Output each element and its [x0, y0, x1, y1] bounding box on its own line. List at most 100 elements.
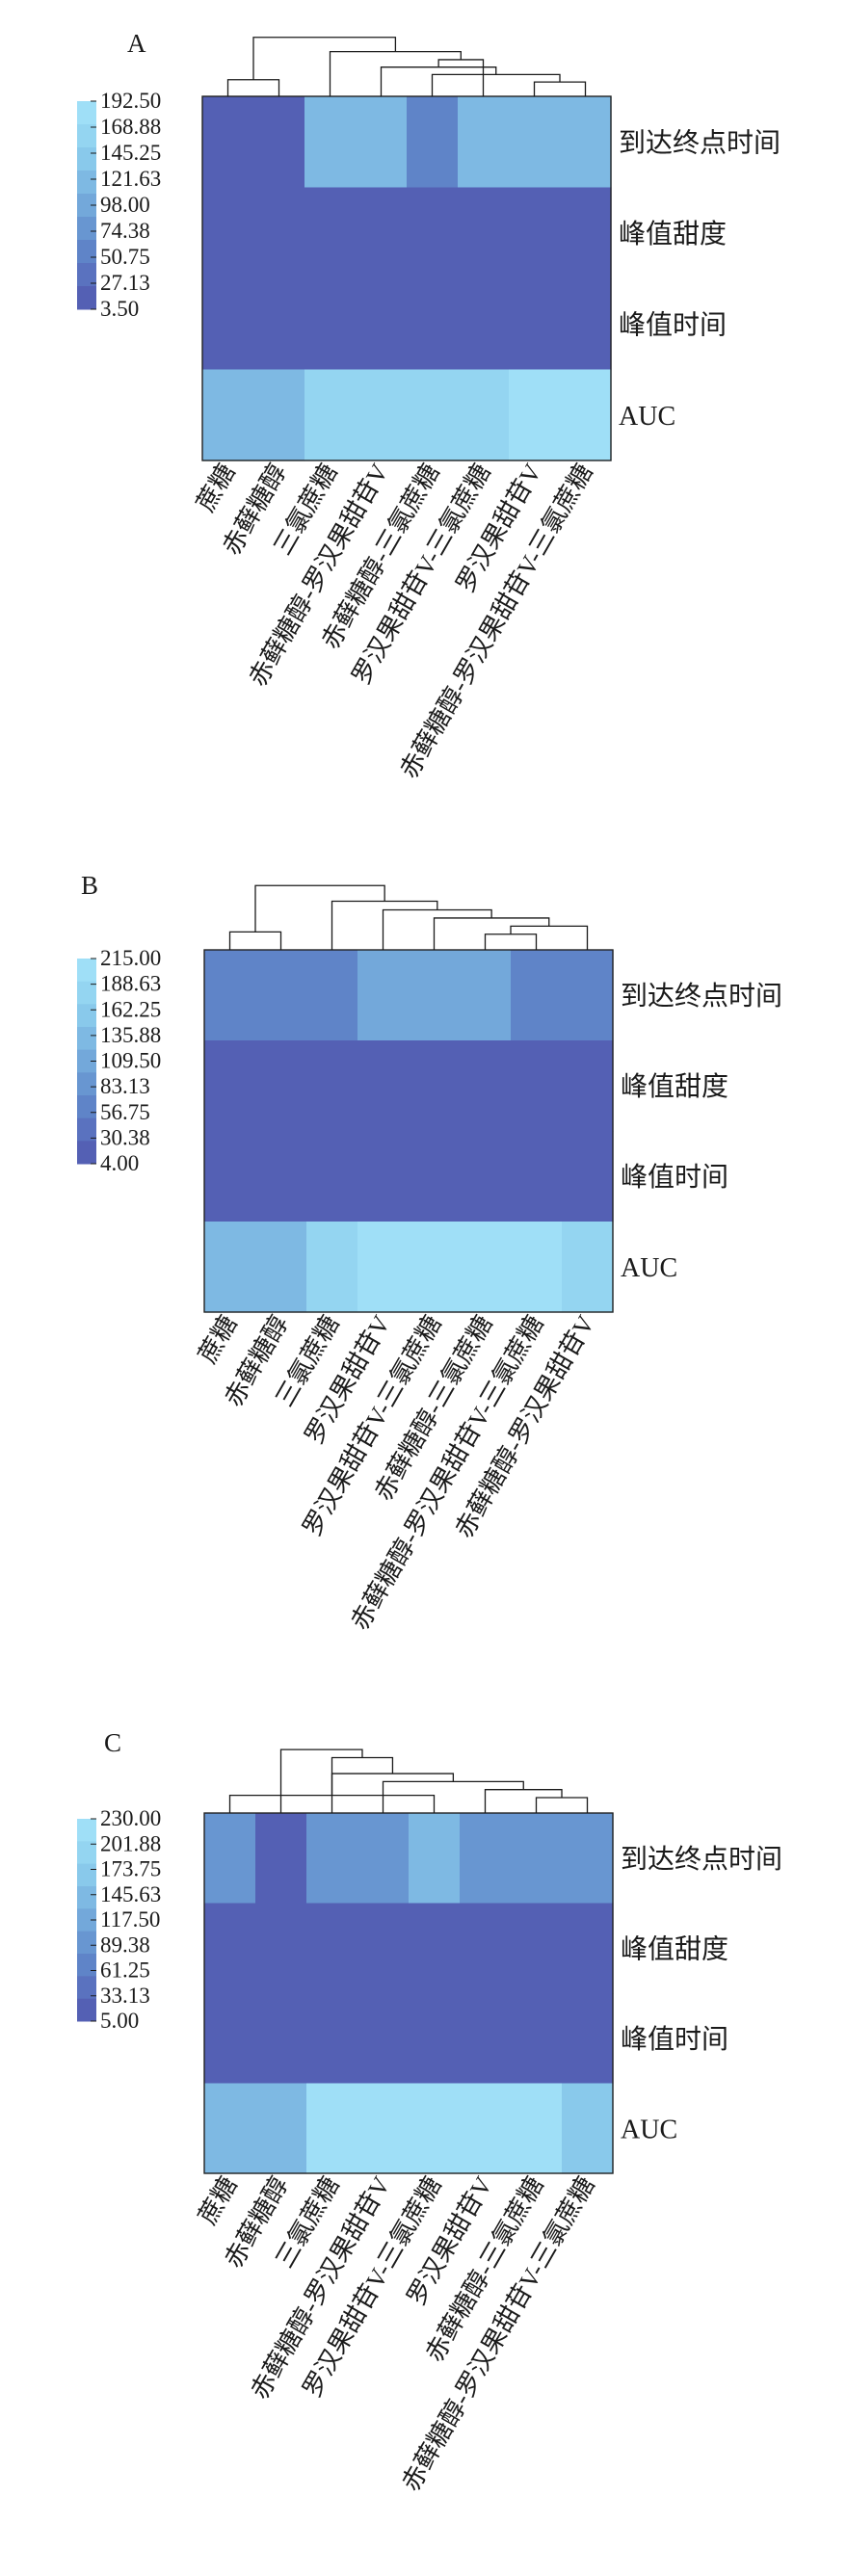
legend-tick-label: 30.38: [100, 1125, 150, 1149]
heatmap-panel-B: B 215.00188.63162.25135.88109.5083.1356.7…: [77, 871, 782, 1635]
heatmap-cell: [511, 1903, 563, 1994]
legend-tick-label: 61.25: [100, 1958, 150, 1983]
heatmap-cell: [356, 187, 408, 279]
heatmap-cell: [304, 96, 357, 189]
heatmap-cell: [460, 2083, 512, 2174]
heatmap-cell: [357, 1222, 410, 1313]
heatmap-cell: [560, 187, 612, 279]
legend-color-step: [77, 1072, 96, 1096]
heatmap-cell: [511, 1222, 563, 1313]
heatmap-cell: [460, 1131, 512, 1222]
legend-color-step: [77, 194, 96, 218]
legend-tick-label: 4.00: [100, 1151, 139, 1175]
heatmap-cell: [409, 1222, 461, 1313]
heatmap-cell: [253, 278, 305, 371]
heatmap-cell: [204, 1131, 256, 1222]
legend-tick-label: 109.50: [100, 1049, 161, 1073]
legend-color-step: [77, 1141, 96, 1165]
heatmap-cell: [306, 1222, 358, 1313]
legend-tick-label: 5.00: [100, 2009, 139, 2033]
heatmap-cell: [460, 950, 512, 1041]
legend-tick-label: 201.88: [100, 1831, 161, 1855]
heatmap-cell: [304, 369, 357, 461]
dendrogram-branch: [382, 908, 492, 950]
legend-tick-label: 33.13: [100, 1984, 150, 2008]
heatmap-cell: [304, 187, 357, 279]
legend-color-step: [77, 1863, 96, 1887]
heatmap-cell: [562, 1813, 614, 1905]
heatmap-cell: [409, 1131, 461, 1222]
heatmap-cell: [255, 1813, 307, 1905]
legend-tick-label: 145.25: [100, 141, 161, 165]
legend-color-step: [77, 1976, 96, 2000]
heatmap-cell: [356, 96, 408, 189]
heatmap-cell: [409, 1040, 461, 1132]
heatmap-cell: [509, 96, 561, 189]
legend-color-step: [77, 1908, 96, 1932]
legend-tick-label: 135.88: [100, 1023, 161, 1047]
heatmap-cell: [562, 1131, 614, 1222]
legend-color-step: [77, 171, 96, 195]
dendrogram-branch: [535, 1797, 589, 1813]
legend-color-step: [77, 101, 96, 125]
legend-color-step: [77, 1841, 96, 1865]
heatmap-cell: [357, 950, 410, 1041]
heatmap-frame: [203, 1812, 614, 2174]
heatmap-cell: [255, 950, 307, 1041]
heatmap-cell: [560, 278, 612, 371]
legend-tick-label: 89.38: [100, 1932, 150, 1957]
heatmap-cell: [460, 1813, 512, 1905]
row-label: AUC: [621, 1253, 677, 1283]
heatmap-cell: [255, 1222, 307, 1313]
heatmap-cell: [253, 187, 305, 279]
heatmap-cell: [511, 1040, 563, 1132]
heatmap-cell: [409, 2083, 461, 2174]
heatmap-cell: [509, 187, 561, 279]
heatmap-cell: [202, 369, 254, 461]
heatmap-cell: [255, 1040, 307, 1132]
heatmap-cell: [458, 369, 510, 461]
dendrogram-branch: [226, 79, 280, 96]
heatmap-cell: [562, 1040, 614, 1132]
panel-letter: C: [104, 1728, 121, 1757]
dendrogram-branch: [382, 1780, 524, 1813]
heatmap-cell: [357, 1131, 410, 1222]
row-label: 峰值时间: [621, 2024, 728, 2055]
heatmap-cell: [407, 278, 459, 371]
legend-color-step: [77, 1819, 96, 1842]
heatmap-cell: [511, 2083, 563, 2174]
legend-tick-label: 188.63: [100, 972, 161, 996]
heatmap-cell: [458, 187, 510, 279]
legend-color-step: [77, 1954, 96, 1977]
heatmap-cell: [511, 1993, 563, 2085]
heatmap-frame: [201, 95, 612, 461]
heatmap-cell: [204, 1040, 256, 1132]
heatmap-panel-C: C 230.00201.88173.75145.63117.5089.3861.2…: [77, 1728, 782, 2496]
dendrogram-branch: [431, 73, 561, 96]
row-label: AUC: [619, 402, 675, 432]
heatmap-cell: [253, 96, 305, 189]
dendrogram-branch: [254, 884, 385, 933]
heatmap-cell: [562, 2083, 614, 2174]
dendrogram-branch: [484, 1789, 563, 1813]
heatmap-cell: [204, 1222, 256, 1313]
heatmap-cell: [562, 1903, 614, 1994]
row-label: 到达终点时间: [619, 127, 781, 158]
dendrogram-branch: [437, 59, 485, 96]
legend-color-step: [77, 1117, 96, 1142]
heatmap-cell: [204, 2083, 256, 2174]
dendrogram-branch: [252, 37, 397, 80]
heatmap-cell: [409, 1813, 461, 1905]
legend-tick-label: 162.25: [100, 997, 161, 1021]
dendrogram-branch: [279, 1748, 363, 1813]
heatmap-cell: [357, 1813, 410, 1905]
legend-tick-label: 3.50: [100, 297, 139, 321]
legend-color-step: [77, 1004, 96, 1028]
legend-tick-label: 74.38: [100, 219, 150, 243]
legend-tick-label: 168.88: [100, 115, 161, 139]
dendrogram-branch: [380, 66, 497, 96]
legend-tick-label: 215.00: [100, 946, 161, 970]
heatmap-cell: [306, 1040, 358, 1132]
row-label: 峰值甜度: [619, 219, 727, 250]
heatmap-cell: [409, 950, 461, 1041]
